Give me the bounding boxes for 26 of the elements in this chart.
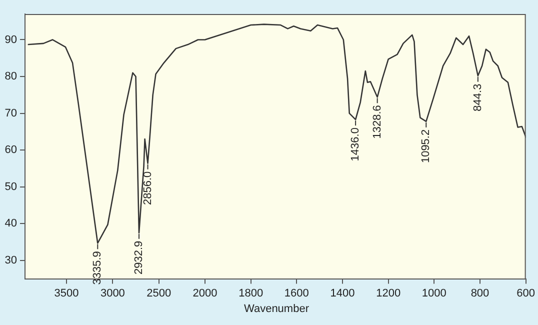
x-axis-title: Wavenumber — [242, 303, 310, 315]
x-tick-label: 600 — [516, 287, 535, 300]
y-tick-label: 60 — [4, 144, 17, 156]
y-tick-label: 40 — [4, 218, 17, 230]
y-tick-label: 50 — [4, 180, 17, 193]
x-tick-label: 1400 — [330, 287, 355, 300]
x-tick-label: 2000 — [192, 287, 218, 300]
x-tick-label: 1200 — [376, 287, 401, 300]
annotation: 1436.0 — [350, 128, 362, 162]
x-tick-label: 1800 — [238, 287, 264, 300]
y-tick-label: 70 — [4, 107, 17, 120]
x-tick-label: 1600 — [284, 287, 309, 300]
x-tick-label: 800 — [470, 287, 490, 300]
annotation: 3335.9 — [92, 251, 104, 285]
annotation: 1095.2 — [420, 129, 432, 164]
x-tick-label: 1000 — [422, 287, 446, 300]
x-tick-label: 3000 — [100, 287, 125, 300]
annotation: 844.3 — [472, 84, 484, 112]
y-tick-label: 90 — [4, 34, 17, 46]
y-tick-label: 80 — [4, 70, 17, 83]
x-tick-label: 3500 — [54, 287, 79, 300]
annotation: 2856.0 — [142, 171, 154, 205]
x-tick-label: 2500 — [146, 287, 172, 300]
y-tick-label: 30 — [4, 254, 17, 266]
annotation: 1328.6 — [371, 105, 384, 139]
annotation: 2932.9 — [133, 240, 146, 274]
